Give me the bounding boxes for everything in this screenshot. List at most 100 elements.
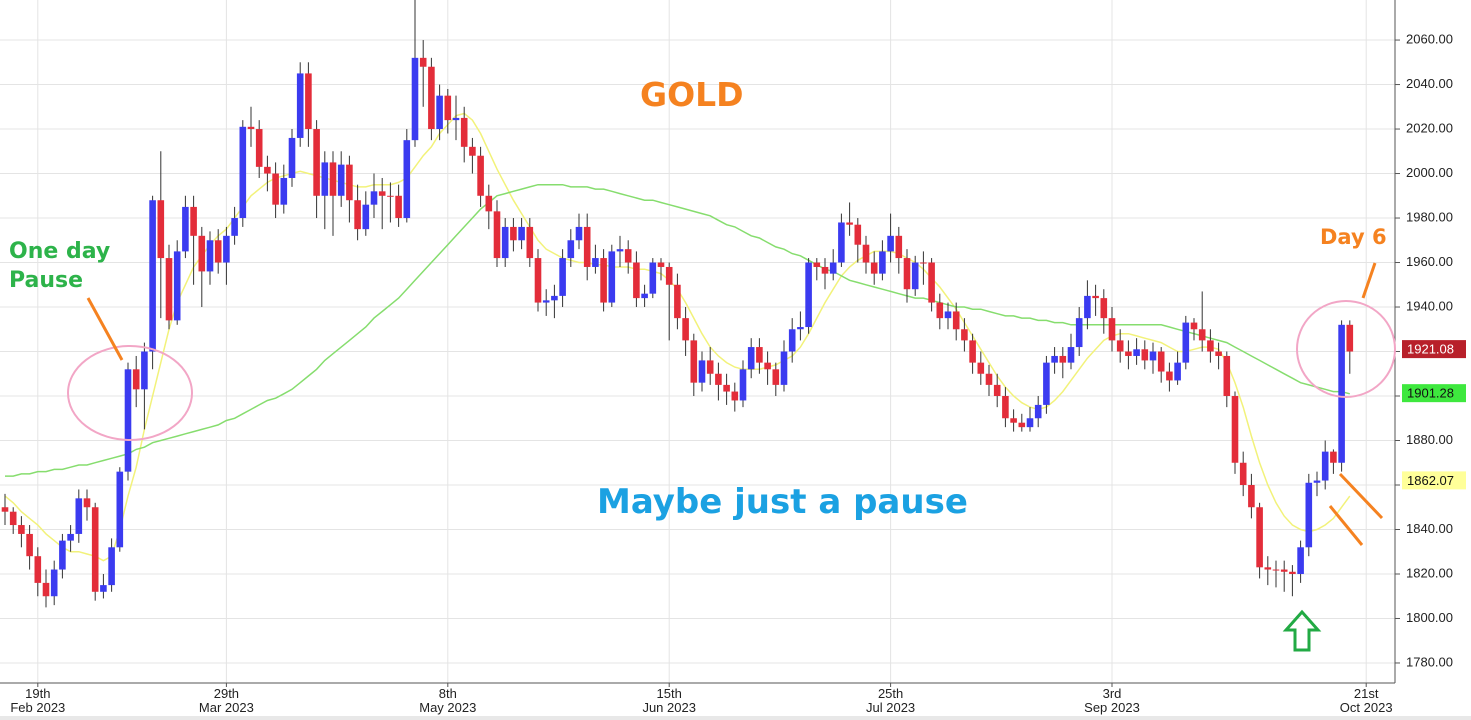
- candle-body: [1297, 547, 1304, 574]
- candle-body: [887, 235, 894, 252]
- candle-body: [1338, 324, 1345, 463]
- candle-body: [173, 251, 181, 321]
- candle-body: [542, 300, 550, 303]
- candle-body: [354, 200, 361, 230]
- candle-body: [34, 556, 42, 583]
- y-tick-label: 1960.00: [1406, 254, 1453, 269]
- candle-body: [428, 66, 435, 130]
- candle-body: [108, 547, 115, 586]
- candle-body: [378, 191, 386, 196]
- candle-body: [305, 73, 312, 130]
- candle-body: [616, 249, 624, 252]
- candle-body: [124, 369, 132, 472]
- candle-body: [1018, 422, 1026, 428]
- candle-body: [592, 258, 599, 267]
- candle-body: [1051, 355, 1058, 363]
- pointer-line: [86, 297, 124, 361]
- x-tick-label: 21st Oct 2023: [1339, 686, 1393, 715]
- candle-body: [723, 384, 730, 392]
- x-tick-label: 3rd Sep 2023: [1084, 686, 1140, 715]
- y-tick-label: 1820.00: [1406, 565, 1453, 580]
- candle-body: [206, 240, 214, 272]
- candle-body: [116, 471, 124, 548]
- x-tick-label: 8th May 2023: [419, 686, 477, 715]
- candle-body: [961, 329, 968, 341]
- candle-body: [649, 262, 657, 294]
- candle-body: [452, 117, 460, 121]
- last-value-box: [1402, 340, 1466, 359]
- y-tick-label: 1840.00: [1406, 521, 1453, 536]
- candle-body: [50, 569, 58, 597]
- y-tick-label: 2080.00: [1406, 0, 1453, 2]
- candle-body: [756, 347, 763, 363]
- annotation: One day Pause: [9, 239, 111, 293]
- candle-body: [231, 218, 238, 236]
- candle-body: [977, 362, 985, 374]
- candle-body: [1084, 295, 1091, 319]
- candle-body: [501, 226, 509, 259]
- candle-body: [583, 226, 591, 267]
- candles: [1, 0, 1354, 608]
- candle-body: [1207, 340, 1214, 352]
- candle-body: [518, 226, 525, 241]
- candle-body: [821, 266, 829, 274]
- last-value-label: 1901.28: [1407, 386, 1454, 401]
- candle-body: [1002, 396, 1009, 419]
- candle-body: [264, 166, 271, 174]
- candle-body: [1272, 569, 1280, 571]
- candle-body: [387, 195, 394, 197]
- candle-body: [936, 302, 944, 319]
- candle-body: [575, 226, 583, 241]
- annotation: Maybe just a pause: [597, 482, 968, 522]
- candle-body: [346, 164, 353, 201]
- candle-body: [141, 351, 148, 390]
- candle-body: [862, 244, 870, 263]
- candle-body: [321, 162, 329, 196]
- last-value-box: [1402, 384, 1466, 403]
- annotation: Day 6: [1320, 225, 1387, 249]
- candle-body: [1239, 462, 1247, 485]
- candle-body: [805, 262, 812, 328]
- candle-body: [296, 73, 304, 138]
- candle-body: [149, 200, 156, 352]
- candle-body: [18, 525, 25, 534]
- pointer-line: [1328, 505, 1364, 546]
- candle-body: [313, 129, 320, 196]
- candle-body: [838, 222, 845, 263]
- candle-body: [157, 200, 165, 259]
- candle-body: [920, 262, 927, 264]
- highlight-circle: [1296, 300, 1396, 398]
- candle-body: [403, 140, 411, 219]
- candle-body: [411, 57, 419, 141]
- candle-body: [280, 177, 288, 205]
- candle-body: [255, 129, 263, 167]
- bottom-strip: [0, 716, 1471, 720]
- candle-body: [395, 195, 402, 219]
- axis-labels: 1780.001800.001820.001840.001860.001880.…: [37, 0, 1466, 687]
- y-tick-label: 1980.00: [1406, 209, 1453, 224]
- candle-body: [67, 533, 74, 541]
- last-value-label: 1921.08: [1407, 342, 1454, 357]
- x-tick-label: 29th Mar 2023: [198, 686, 254, 715]
- candle-body: [1223, 355, 1231, 397]
- candle-body: [739, 369, 747, 401]
- x-tick-label: 19th Feb 2023: [10, 686, 66, 715]
- highlight-circle: [67, 345, 193, 441]
- candle-body: [75, 498, 83, 534]
- last-value-label: 1862.07: [1407, 473, 1454, 488]
- candle-body: [706, 360, 714, 374]
- candle-body: [788, 329, 796, 352]
- candle-body: [624, 249, 632, 263]
- candle-body: [608, 251, 616, 303]
- candle-body: [797, 327, 804, 330]
- candle-body: [715, 373, 722, 385]
- candle-body: [870, 262, 878, 274]
- candle-body: [1198, 329, 1206, 341]
- candle-body: [370, 191, 378, 205]
- candle-body: [1321, 451, 1329, 481]
- candle-body: [214, 240, 222, 263]
- candle-body: [272, 173, 279, 205]
- candle-body: [674, 284, 681, 319]
- candle-body: [91, 507, 99, 592]
- candle-body: [1, 507, 9, 512]
